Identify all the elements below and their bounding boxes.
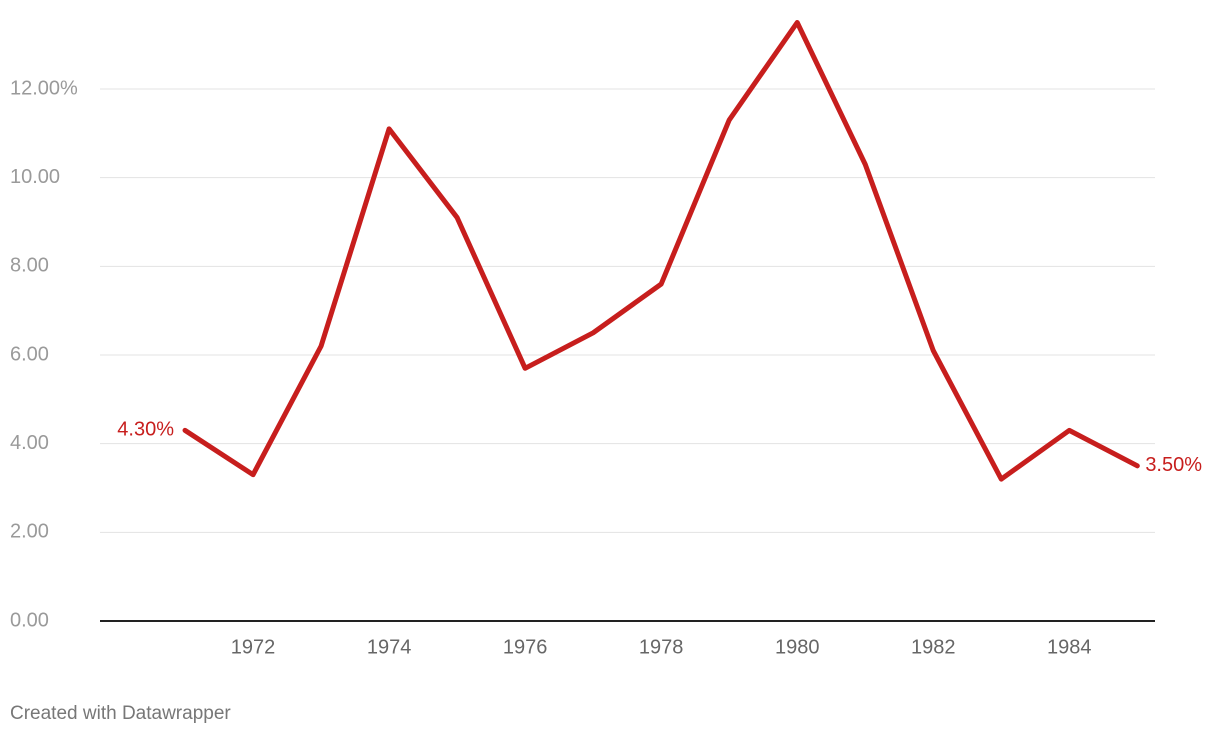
y-tick-label: 6.00 [10,343,49,365]
y-tick-label: 2.00 [10,521,49,543]
x-tick-label: 1984 [1047,636,1092,658]
data-line [182,20,1140,482]
y-tick-label: 8.00 [10,255,49,277]
x-tick-label: 1978 [639,636,684,658]
y-tick-label: 4.00 [10,432,49,454]
x-tick-label: 1974 [367,636,412,658]
value-label: 4.30% [117,419,174,441]
x-tick-label: 1982 [911,636,956,658]
x-tick-label: 1972 [231,636,276,658]
y-tick-label: 12.00% [10,77,78,99]
x-tick-label: 1976 [503,636,548,658]
y-tick-label: 0.00 [10,609,49,631]
y-tick-label: 10.00 [10,166,60,188]
credit: Created with Datawrapper [10,703,231,724]
x-tick-label: 1980 [775,636,820,658]
value-label: 3.50% [1145,454,1202,476]
